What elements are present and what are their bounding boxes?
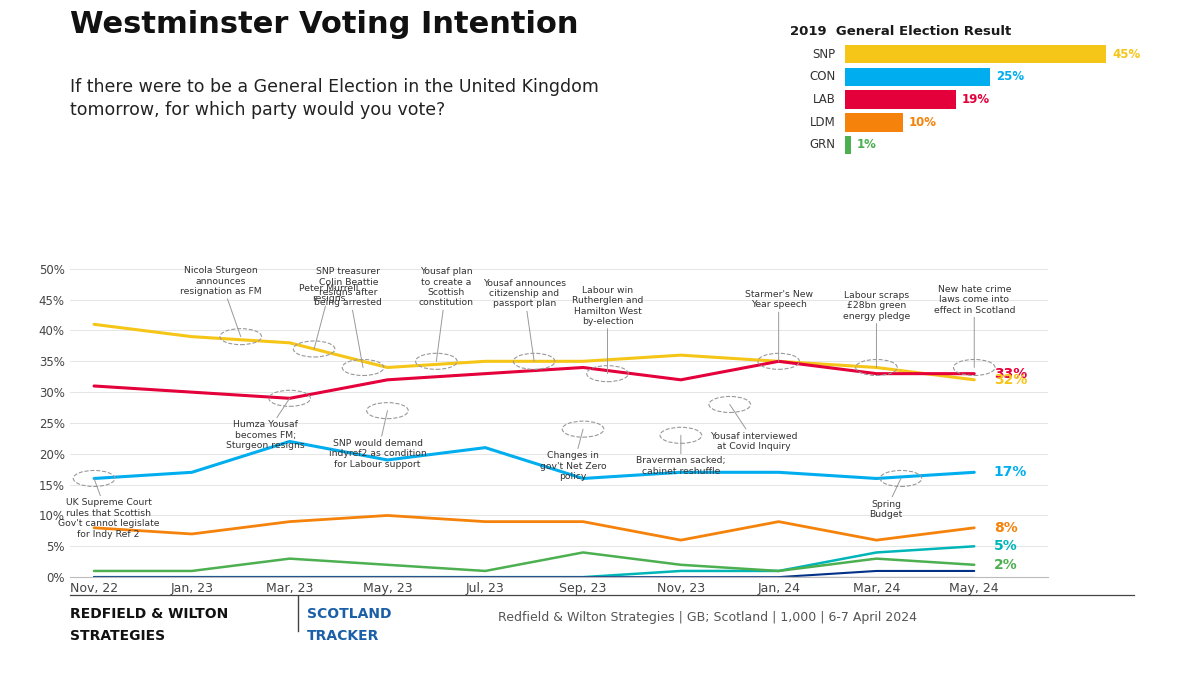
Text: 8%: 8% [994, 521, 1018, 535]
Text: Yousaf announces
citizenship and
passport plan: Yousaf announces citizenship and passpor… [482, 279, 566, 361]
Text: 45%: 45% [1112, 48, 1140, 61]
Text: Redfield & Wilton Strategies | GB; Scotland | 1,000 | 6-7 April 2024: Redfield & Wilton Strategies | GB; Scotl… [498, 611, 917, 624]
Text: 1%: 1% [857, 138, 877, 151]
Text: LAB: LAB [812, 93, 835, 106]
Text: Nicola Sturgeon
announces
resignation as FM: Nicola Sturgeon announces resignation as… [180, 266, 262, 337]
Text: Westminster Voting Intention: Westminster Voting Intention [70, 10, 578, 39]
Bar [845, 136, 851, 154]
Bar [845, 68, 990, 86]
Text: GRN: GRN [810, 138, 835, 151]
Text: 33%: 33% [994, 367, 1027, 381]
Text: 5%: 5% [994, 539, 1018, 554]
Text: Yousaf plan
to create a
Scottish
constitution: Yousaf plan to create a Scottish constit… [419, 267, 474, 361]
Text: SNP treasurer
Colin Beattie
resigns after
being arrested: SNP treasurer Colin Beattie resigns afte… [314, 267, 383, 367]
Text: 2%: 2% [994, 558, 1018, 572]
Text: SCOTLAND: SCOTLAND [307, 608, 391, 622]
Text: Braverman sacked;
cabinet reshuffle: Braverman sacked; cabinet reshuffle [636, 435, 726, 476]
Text: 10%: 10% [910, 116, 937, 129]
Text: LDM: LDM [810, 116, 835, 129]
Text: SNP: SNP [812, 48, 835, 61]
Text: 17%: 17% [994, 465, 1027, 479]
Text: 32%: 32% [994, 373, 1027, 387]
Text: TRACKER: TRACKER [307, 629, 379, 643]
Text: CON: CON [810, 70, 835, 84]
Text: UK Supreme Court
rules that Scottish
Gov't cannot legislate
for Indy Ref 2: UK Supreme Court rules that Scottish Gov… [58, 479, 160, 539]
Text: STRATEGIES: STRATEGIES [70, 629, 164, 643]
Text: New hate crime
laws come into
effect in Scotland: New hate crime laws come into effect in … [934, 285, 1015, 367]
Text: REDFIELD & WILTON: REDFIELD & WILTON [70, 608, 228, 622]
Text: Humza Yousaf
becomes FM;
Sturgeon resigns: Humza Yousaf becomes FM; Sturgeon resign… [226, 398, 305, 450]
Text: SNP would demand
indyref2 as condition
for Labour support: SNP would demand indyref2 as condition f… [329, 410, 426, 468]
Text: Starmer's New
Year speech: Starmer's New Year speech [744, 290, 812, 361]
Text: 25%: 25% [996, 70, 1025, 84]
Bar [845, 45, 1106, 63]
Text: Spring
Budget: Spring Budget [870, 479, 902, 519]
Text: Peter Murrell
resigns: Peter Murrell resigns [299, 284, 359, 349]
Text: 2019  General Election Result: 2019 General Election Result [790, 24, 1010, 38]
Bar [845, 113, 904, 132]
Text: 19%: 19% [961, 93, 990, 106]
Text: Yousaf interviewed
at Covid Inquiry: Yousaf interviewed at Covid Inquiry [710, 404, 798, 451]
Text: Labour win
Rutherglen and
Hamilton West
by-election: Labour win Rutherglen and Hamilton West … [572, 286, 643, 374]
Text: Labour scraps
£28bn green
energy pledge: Labour scraps £28bn green energy pledge [842, 291, 910, 367]
Bar [845, 90, 955, 109]
Text: If there were to be a General Election in the United Kingdom
tomorrow, for which: If there were to be a General Election i… [70, 78, 599, 119]
Text: Changes in
gov't Net Zero
policy: Changes in gov't Net Zero policy [540, 429, 606, 481]
